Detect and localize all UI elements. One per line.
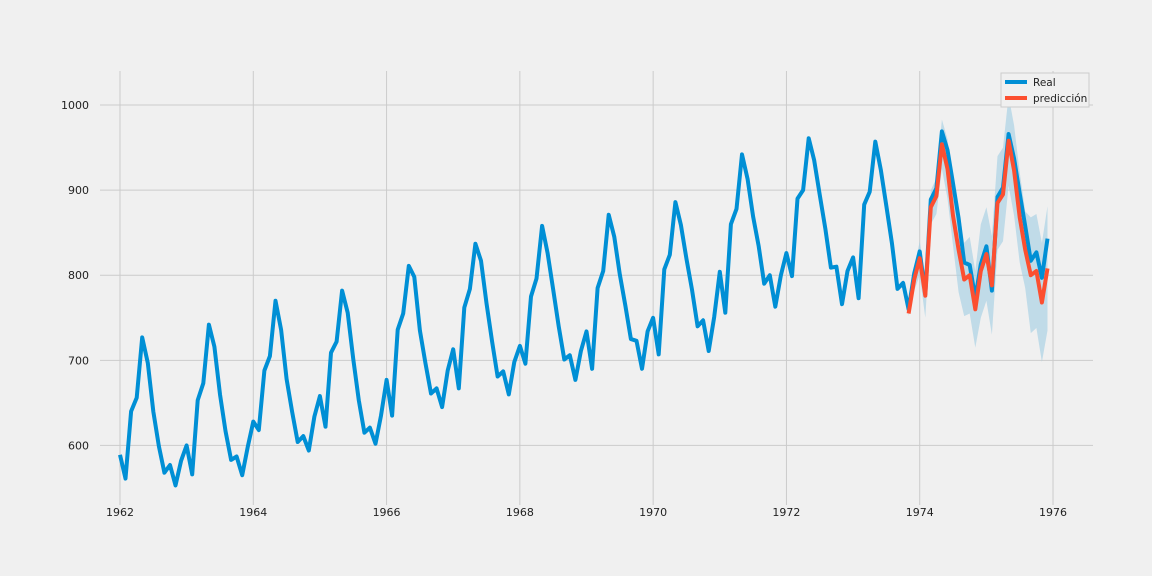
series-line-prediction bbox=[906, 138, 1050, 314]
y-tick-label: 800 bbox=[68, 269, 89, 282]
x-tick-label: 1976 bbox=[1039, 506, 1067, 519]
legend-box bbox=[1000, 72, 1090, 108]
y-axis-tick-labels: 600 700 800 900 1000 bbox=[61, 99, 89, 452]
grid bbox=[100, 71, 1093, 505]
y-tick-label: 600 bbox=[68, 439, 89, 452]
x-tick-label: 1966 bbox=[373, 506, 401, 519]
x-tick-label: 1974 bbox=[906, 506, 934, 519]
legend-label-real: Real bbox=[1033, 77, 1056, 89]
legend-label-prediction: predicción bbox=[1033, 93, 1087, 105]
legend: Real predicción bbox=[1000, 72, 1090, 108]
x-axis-tick-labels: 1962 1964 1966 1968 1970 1972 1974 1976 bbox=[106, 506, 1067, 519]
y-tick-label: 1000 bbox=[61, 99, 89, 112]
x-tick-label: 1964 bbox=[239, 506, 267, 519]
y-tick-label: 900 bbox=[68, 184, 89, 197]
x-tick-label: 1962 bbox=[106, 506, 134, 519]
x-tick-label: 1972 bbox=[772, 506, 800, 519]
x-tick-label: 1968 bbox=[506, 506, 534, 519]
x-tick-label: 1970 bbox=[639, 506, 667, 519]
y-tick-label: 700 bbox=[68, 354, 89, 367]
series-line-real bbox=[118, 129, 1050, 488]
